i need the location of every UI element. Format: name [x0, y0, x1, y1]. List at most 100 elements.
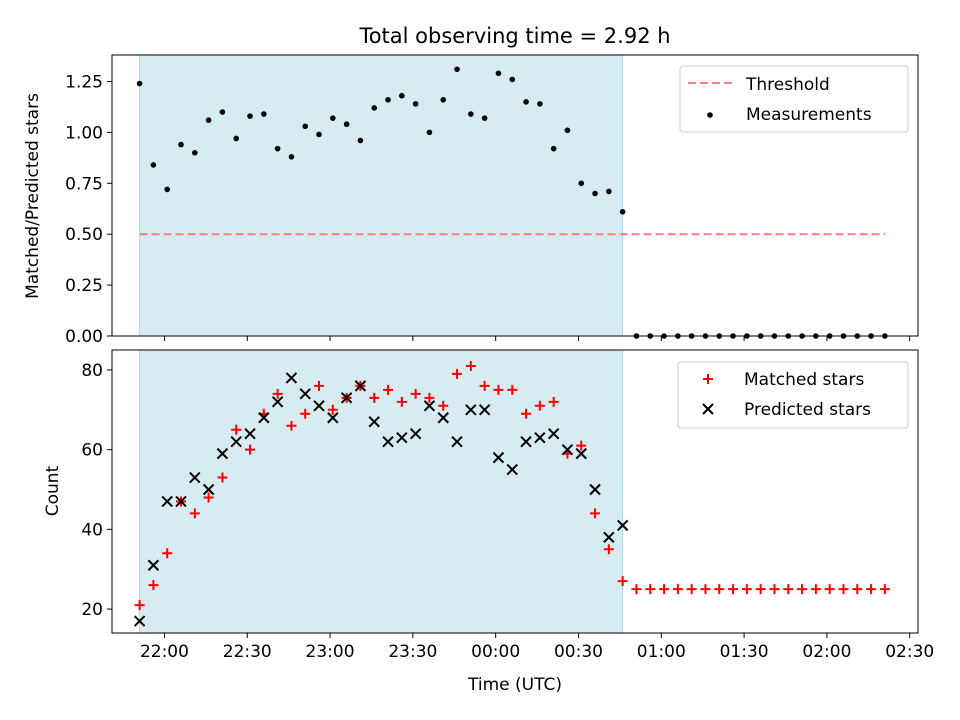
- measurement-point: [537, 101, 543, 107]
- matched-star-point: [383, 384, 394, 395]
- measurement-point: [509, 76, 516, 83]
- matched-star-point: [672, 584, 683, 595]
- predicted-star-point: [354, 380, 367, 392]
- predicted-star-point: [451, 435, 463, 448]
- predicted-star-point: [437, 412, 449, 424]
- measurement-point: [261, 111, 267, 117]
- measurement-point: [302, 123, 309, 130]
- bottom-data-marks: [133, 360, 890, 627]
- matched-star-point: [231, 424, 242, 435]
- measurement-point: [136, 80, 143, 87]
- matched-star-point: [769, 584, 780, 595]
- measurement-point: [412, 101, 419, 107]
- xlabel: Time (UTC): [467, 675, 562, 695]
- predicted-star-point: [506, 463, 518, 476]
- measurement-point: [578, 180, 585, 187]
- top-axes-frame: [111, 54, 919, 337]
- measurement-point: [219, 109, 226, 115]
- top-axis-ticks: 0.00 0.25 0.50 0.75 1.00 1.25: [65, 72, 911, 347]
- top-panel: 0.00 0.25 0.50 0.75 1.00 1.25 Total observing…: [23, 24, 919, 347]
- matched-star-point: [424, 392, 435, 403]
- matched-star-point: [797, 584, 808, 595]
- measurement-point: [399, 92, 405, 99]
- matched-star-point: [728, 584, 739, 595]
- measurement-point: [205, 117, 212, 123]
- predicted-star-point: [313, 400, 325, 412]
- measurement-point: [564, 127, 571, 134]
- predicted-star-point: [327, 412, 339, 424]
- measurement-point: [481, 115, 488, 121]
- matched-star-point: [824, 584, 835, 595]
- matched-star-point: [783, 584, 794, 595]
- legend-matched-swatch: [703, 374, 713, 384]
- predicted-star-point: [368, 416, 380, 428]
- x-tick-label: 22:30: [223, 642, 272, 662]
- measurement-point: [316, 131, 322, 138]
- measurement-point: [150, 162, 157, 168]
- observing-window-shade: [139, 349, 624, 634]
- matched-star-point: [879, 584, 890, 595]
- legend-measurements-label: Measurements: [746, 105, 872, 125]
- predicted-star-point: [520, 435, 532, 448]
- matched-star-point: [741, 584, 752, 595]
- matched-star-point: [300, 408, 311, 419]
- matched-star-point: [631, 584, 642, 595]
- predicted-star-point: [575, 447, 587, 460]
- matched-star-point: [714, 584, 725, 595]
- legend-threshold-label: Threshold: [745, 75, 830, 95]
- measurement-point: [385, 96, 391, 103]
- measurement-point: [495, 70, 502, 77]
- matched-star-point: [534, 400, 545, 411]
- matched-star-point: [507, 384, 518, 395]
- matched-star-point: [369, 392, 380, 403]
- predicted-star-point: [603, 531, 615, 544]
- bottom-shade-layer: [139, 349, 624, 634]
- x-tick-label: 23:30: [388, 642, 437, 662]
- measurement-point: [178, 141, 184, 148]
- x-tick-label: 23:00: [306, 642, 355, 662]
- measurement-point: [288, 154, 295, 160]
- matched-star-point: [852, 584, 863, 595]
- matched-star-point: [134, 600, 145, 611]
- x-tick-label: 02:30: [885, 642, 934, 662]
- matched-star-point: [314, 380, 325, 391]
- x-tick-label: 01:30: [720, 642, 769, 662]
- predicted-star-point: [561, 443, 574, 456]
- predicted-star-point: [478, 404, 491, 416]
- matched-star-point: [217, 472, 228, 483]
- predicted-star-point: [161, 495, 173, 508]
- measurement-point: [274, 145, 281, 152]
- measurement-point: [468, 111, 474, 117]
- y-tick-label: 20: [81, 600, 103, 620]
- matched-star-point: [452, 368, 463, 379]
- legend-predicted-label: Predicted stars: [744, 400, 871, 420]
- measurement-point: [523, 99, 529, 105]
- measurement-point: [440, 96, 447, 103]
- y-tick-label: 80: [81, 361, 103, 381]
- predicted-star-point: [189, 471, 201, 484]
- measurement-point: [371, 105, 378, 111]
- measurement-point: [426, 129, 433, 136]
- predicted-star-point: [244, 427, 256, 440]
- matched-star-point: [755, 584, 766, 595]
- predicted-star-point: [340, 392, 353, 404]
- chart-title: Total observing time = 2.92 h: [358, 24, 670, 48]
- predicted-star-point: [258, 412, 270, 424]
- bottom-legend-box: [677, 361, 909, 429]
- y-tick-label: 1.25: [65, 72, 103, 92]
- matched-star-point: [327, 404, 338, 415]
- matched-star-point: [438, 400, 449, 411]
- measurement-point: [247, 113, 253, 119]
- matched-star-point: [603, 544, 614, 555]
- matched-star-point: [410, 388, 421, 399]
- measurement-point: [619, 208, 626, 215]
- matched-star-point: [548, 396, 559, 407]
- measurement-point: [233, 135, 240, 142]
- predicted-star-point: [271, 396, 284, 408]
- matched-star-point: [162, 548, 173, 559]
- measurement-point: [606, 188, 612, 195]
- y-tick-label: 40: [81, 520, 103, 540]
- x-tick-label: 01:00: [637, 642, 686, 662]
- predicted-star-point: [382, 435, 394, 448]
- legend-predicted-swatch: [702, 403, 714, 415]
